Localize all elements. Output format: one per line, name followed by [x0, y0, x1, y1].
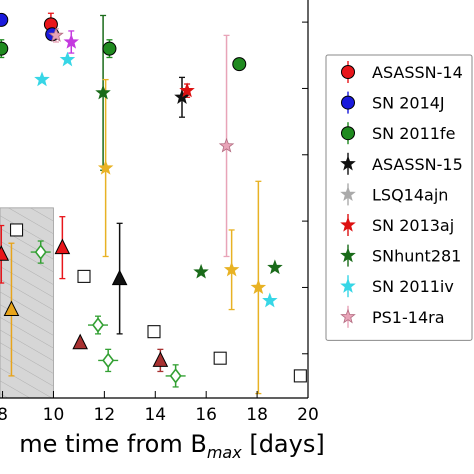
- data-point: [213, 351, 227, 365]
- legend-marker: [340, 216, 356, 232]
- x-tick-label: 8: [0, 405, 8, 425]
- legend-label: SN 2014J: [372, 94, 445, 113]
- data-point: [54, 238, 71, 255]
- data-point: [0, 41, 9, 56]
- legend-marker: [341, 95, 355, 110]
- data-point: [0, 245, 10, 261]
- legend-marker: [340, 247, 356, 263]
- data-point: [9, 223, 24, 237]
- data-point: [3, 300, 20, 317]
- data-point: [91, 317, 105, 333]
- legend-label: ASASSN-14: [372, 63, 463, 82]
- data-point: [293, 369, 307, 383]
- data-point: [97, 159, 114, 175]
- x-tick-label: 16: [195, 405, 217, 425]
- data-point: [34, 71, 50, 87]
- data-point: [169, 368, 182, 384]
- x-tick-label: 12: [94, 405, 116, 425]
- data-point: [72, 333, 88, 350]
- legend-label: LSQ14ajn: [372, 185, 448, 204]
- data-point: [59, 51, 76, 67]
- x-tick-label: 18: [246, 405, 268, 425]
- legend-frame: [325, 54, 473, 341]
- legend-marker: [341, 126, 355, 141]
- data-point: [250, 279, 267, 295]
- data-point: [147, 325, 161, 339]
- data-point: [63, 33, 79, 49]
- data-point: [111, 269, 128, 286]
- data-point: [95, 84, 111, 100]
- data-point: [267, 259, 283, 275]
- legend: ASASSN-14 SN 2014J SN 2011fe ASASSN-15 LSQ14…: [325, 54, 473, 341]
- data-point: [152, 351, 169, 367]
- legend-label: SNhunt281: [372, 247, 461, 266]
- data-point: [174, 89, 190, 104]
- shaded-region-hatch: [0, 207, 54, 398]
- data-point: [232, 57, 247, 72]
- data-point: [218, 137, 235, 153]
- legend-marker: [340, 308, 356, 324]
- x-axis-label: me time from Bmax [days]: [19, 430, 324, 462]
- data-point: [262, 292, 278, 308]
- legend-marker: [340, 278, 356, 293]
- data-point: [223, 261, 240, 277]
- legend-label: PS1-14ra: [372, 308, 445, 327]
- data-point: [0, 12, 9, 27]
- legend-label: SN 2011iv: [372, 277, 454, 296]
- legend-label: ASASSN-15: [372, 155, 463, 174]
- legend-label: SN 2011fe: [372, 124, 455, 143]
- legend-marker: [341, 65, 355, 79]
- x-tick-label: 10: [43, 405, 65, 425]
- legend-marker: [340, 186, 356, 202]
- data-point: [48, 27, 64, 42]
- x-tick-label: 20: [297, 405, 319, 425]
- data-point: [193, 263, 209, 279]
- legend-marker: [340, 155, 356, 171]
- data-point: [77, 269, 91, 283]
- data-point: [102, 352, 115, 369]
- data-point: [179, 82, 195, 98]
- data-point: [34, 244, 47, 260]
- legend-label: SN 2013aj: [372, 216, 454, 235]
- data-point: [102, 41, 117, 56]
- x-tick-label: 14: [144, 405, 166, 425]
